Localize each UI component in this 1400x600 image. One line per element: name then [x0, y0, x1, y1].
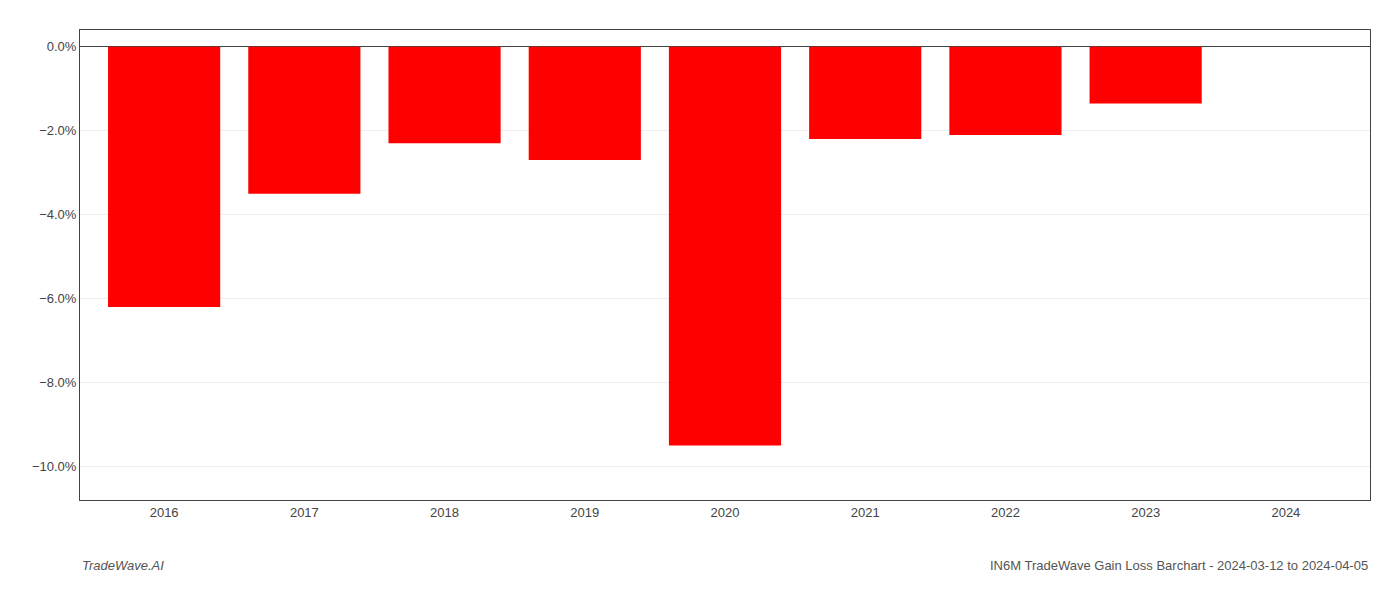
- svg-text:2021: 2021: [851, 505, 880, 520]
- svg-text:2017: 2017: [290, 505, 319, 520]
- svg-text:−6.0%: −6.0%: [39, 291, 77, 306]
- svg-text:−2.0%: −2.0%: [39, 123, 77, 138]
- svg-text:2024: 2024: [1271, 505, 1300, 520]
- svg-text:−10.0%: −10.0%: [32, 459, 77, 474]
- svg-text:2020: 2020: [711, 505, 740, 520]
- svg-text:2018: 2018: [430, 505, 459, 520]
- svg-text:2023: 2023: [1131, 505, 1160, 520]
- svg-text:2016: 2016: [150, 505, 179, 520]
- svg-text:2022: 2022: [991, 505, 1020, 520]
- svg-text:IN6M TradeWave Gain Loss Barch: IN6M TradeWave Gain Loss Barchart - 2024…: [990, 558, 1368, 573]
- svg-text:2019: 2019: [570, 505, 599, 520]
- svg-text:−8.0%: −8.0%: [39, 375, 77, 390]
- svg-text:−4.0%: −4.0%: [39, 207, 77, 222]
- svg-text:0.0%: 0.0%: [47, 39, 77, 54]
- svg-text:TradeWave.AI: TradeWave.AI: [82, 558, 164, 573]
